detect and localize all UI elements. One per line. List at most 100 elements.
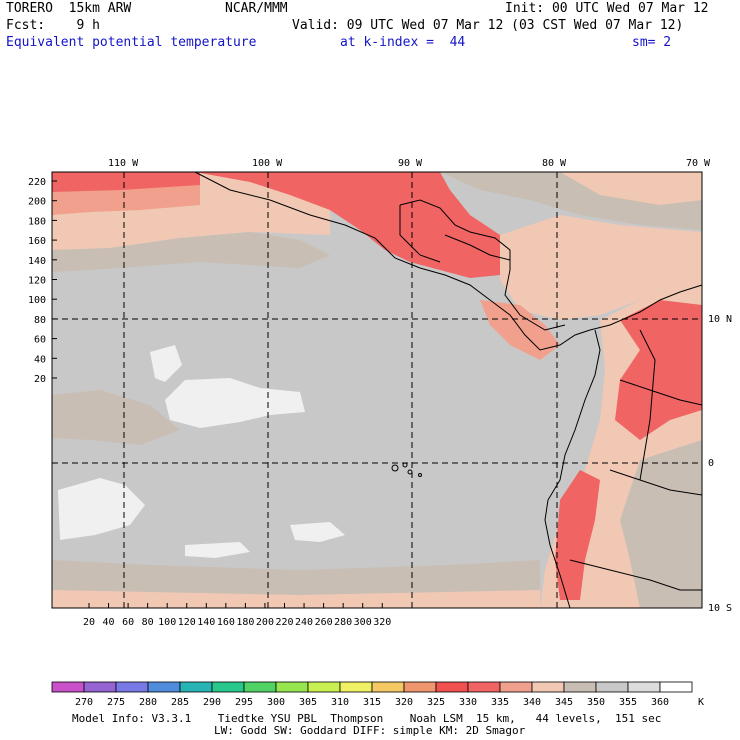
y-tick-label: 100	[28, 295, 46, 306]
graticule	[52, 172, 702, 608]
theta-e-cool-patch-2	[150, 345, 182, 382]
y-tick-label: 40	[34, 354, 46, 365]
coastline-central-america-caribbean	[399, 199, 566, 331]
model-title: TORERO 15km ARW	[6, 1, 132, 16]
x-tick-label: 200	[256, 617, 274, 628]
colorbar-swatch	[467, 681, 501, 693]
coastline-south-america-pacific	[544, 329, 601, 609]
colorbar-swatch	[595, 681, 629, 693]
y-tick-label: 140	[28, 256, 46, 267]
galapagos-island-4	[418, 473, 422, 477]
y-tick-label: 120	[28, 276, 46, 287]
theta-e-costa-rica	[480, 300, 560, 360]
map-frame	[51, 171, 703, 609]
colorbar-swatch	[499, 681, 533, 693]
colorbar-swatch	[275, 681, 309, 693]
border-countries-2	[444, 234, 511, 261]
lon-label-110w: 110 W	[108, 158, 139, 169]
colorbar-swatch	[403, 681, 437, 693]
x-tick-label: 220	[275, 617, 293, 628]
colorbar-label: 285	[171, 697, 189, 708]
coastline-mexico-pacific	[194, 171, 591, 351]
colorbar-label: 360	[651, 697, 669, 708]
theta-e-central-america-high	[195, 172, 510, 278]
map-panel	[51, 171, 703, 609]
level-label: at k-index = 44	[340, 35, 466, 50]
lon-label-80w: 80 W	[542, 158, 567, 169]
theta-e-caribbean-peach	[500, 215, 702, 320]
y-tick-label: 160	[28, 236, 46, 247]
colorbar-label: 320	[395, 697, 413, 708]
theta-e-cool-patch-4	[185, 542, 250, 558]
center-label: NCAR/MMM	[225, 1, 288, 16]
lat-label-0: 0	[708, 458, 714, 469]
colorbar-label: 310	[331, 697, 349, 708]
x-tick-label: 180	[236, 617, 254, 628]
colorbar-label: 350	[587, 697, 605, 708]
colorbar-swatch	[531, 681, 565, 693]
colorbar-swatch	[627, 681, 661, 693]
colorbar-label: 305	[299, 697, 317, 708]
colorbar-swatch	[115, 681, 149, 693]
y-axis-ticks: 220 200 180 160 140 120 100 80 60 40 20	[28, 177, 57, 385]
colorbar-swatch	[307, 681, 341, 693]
colorbar-label: 280	[139, 697, 157, 708]
x-tick-label: 80	[142, 617, 154, 628]
x-tick-label: 20	[83, 617, 95, 628]
colorbar-label: 295	[235, 697, 253, 708]
x-axis-ticks: 20 40 60 80 100 120 140 160 180 200 220 240 260 280 30…	[83, 603, 391, 628]
border-countries-4	[609, 469, 703, 496]
smoothing-label: sm= 2	[632, 35, 672, 50]
colorbar-swatch	[179, 681, 213, 693]
theta-e-cool-patch-3	[58, 478, 145, 540]
coastlines	[194, 171, 703, 609]
colorbar-unit: K	[698, 697, 704, 708]
theta-e-andes-high	[555, 470, 600, 600]
colorbar-label: 330	[459, 697, 477, 708]
colorbar-swatch	[339, 681, 373, 693]
border-countries-1	[399, 205, 441, 263]
colorbar-swatch	[659, 681, 693, 693]
colorbar-label: 335	[491, 697, 509, 708]
x-tick-label: 100	[158, 617, 176, 628]
border-countries-6	[639, 329, 656, 481]
x-tick-label: 320	[373, 617, 391, 628]
galapagos-island-1	[391, 464, 399, 472]
theta-e-amazon-gray	[620, 440, 702, 608]
colorbar-label: 290	[203, 697, 221, 708]
lon-label-90w: 90 W	[398, 158, 423, 169]
colorbar-label: 325	[427, 697, 445, 708]
colorbar-label: 275	[107, 697, 125, 708]
colorbar-label: 345	[555, 697, 573, 708]
theta-e-equatorial-tongue	[52, 390, 180, 445]
colorbar-label: 355	[619, 697, 637, 708]
lon-label-100w: 100 W	[252, 158, 283, 169]
longitude-labels: 110 W 100 W 90 W 80 W 70 W	[108, 158, 711, 169]
y-tick-label: 180	[28, 216, 46, 227]
y-tick-label: 80	[34, 315, 46, 326]
init-time: Init: 00 UTC Wed 07 Mar 12	[505, 1, 709, 16]
border-countries-3	[619, 379, 703, 406]
theta-e-mexico-north	[52, 172, 200, 192]
colorbar-swatch	[83, 681, 117, 693]
footer-physics-info: LW: Godd SW: Goddard DIFF: simple KM: 2D…	[214, 724, 526, 737]
colorbar-label: 270	[75, 697, 93, 708]
colorbar-swatch	[211, 681, 245, 693]
colorbar-swatch	[435, 681, 469, 693]
y-tick-label: 60	[34, 335, 46, 346]
x-tick-label: 300	[354, 617, 372, 628]
colorbar-swatch	[371, 681, 405, 693]
colorbar-label: 315	[363, 697, 381, 708]
field-name: Equivalent potential temperature	[6, 35, 257, 50]
colorbar-label: 340	[523, 697, 541, 708]
forecast-hour: Fcst: 9 h	[6, 18, 100, 33]
latitude-labels: 10 N 0 10 S	[708, 314, 732, 614]
colorbar-swatch	[51, 681, 85, 693]
x-tick-label: 120	[178, 617, 196, 628]
lat-label-10n: 10 N	[708, 314, 732, 325]
colorbar-swatch	[243, 681, 277, 693]
theta-e-colombia-high	[615, 300, 702, 440]
footer-model-info: Model Info: V3.3.1 Tiedtke YSU PBL Thomp…	[72, 712, 662, 725]
theta-e-cool-patch-1	[165, 378, 305, 428]
